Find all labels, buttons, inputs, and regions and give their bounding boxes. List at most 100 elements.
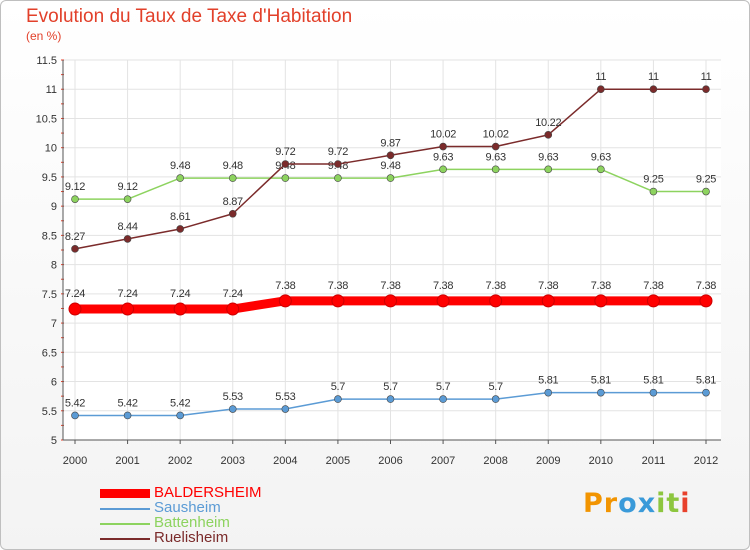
data-point [68, 302, 82, 316]
data-point [121, 302, 135, 316]
y-tick-label: 7.5 [42, 289, 57, 301]
data-label: 7.38 [591, 280, 611, 292]
data-label: 7.38 [486, 280, 506, 292]
data-point [597, 388, 605, 397]
x-tick-label: 2007 [431, 455, 455, 467]
legend-swatch [100, 489, 150, 498]
logo-letter: t [666, 488, 681, 519]
data-point [646, 294, 660, 308]
x-tick-label: 2003 [221, 455, 245, 467]
data-point [386, 174, 395, 182]
data-point [123, 195, 132, 203]
data-label: 5.53 [223, 391, 243, 403]
series-battenheim: 9.129.129.489.489.489.489.489.639.639.63… [65, 151, 717, 203]
data-point [436, 294, 450, 308]
data-label: 9.25 [696, 174, 716, 186]
legend-swatch [100, 523, 150, 525]
y-tick-label: 6.5 [42, 347, 57, 359]
data-label: 9.72 [275, 146, 295, 158]
data-point [228, 209, 237, 218]
x-tick-label: 2012 [694, 455, 718, 467]
data-point [489, 294, 503, 308]
data-point [173, 302, 187, 316]
chart-unit: (en %) [26, 29, 62, 43]
data-point [544, 388, 553, 397]
x-tick-label: 2009 [536, 455, 560, 467]
data-label: 7.24 [223, 288, 243, 300]
data-label: 7.38 [643, 280, 663, 292]
data-point [176, 174, 184, 182]
data-label: 9.63 [486, 151, 506, 163]
y-tick-label: 11 [46, 84, 57, 96]
data-label: 7.38 [275, 280, 295, 292]
y-tick-label: 10.5 [36, 113, 57, 125]
data-point [702, 187, 710, 196]
x-tick-label: 2008 [483, 455, 507, 467]
data-label: 11 [648, 71, 659, 83]
data-label: 10.02 [430, 129, 456, 141]
data-point [226, 302, 240, 316]
y-tick-label: 8 [51, 260, 57, 272]
data-point [439, 165, 447, 174]
data-label: 5.81 [538, 375, 558, 387]
x-tick-label: 2010 [589, 455, 613, 467]
data-label: 5.81 [643, 375, 663, 387]
data-point [71, 245, 79, 253]
data-label: 9.12 [65, 181, 85, 193]
data-point [384, 294, 397, 308]
data-point [71, 195, 79, 203]
data-label: 8.27 [65, 231, 85, 243]
data-label: 9.63 [591, 151, 611, 163]
data-label: 8.61 [170, 211, 190, 223]
data-point [176, 411, 184, 420]
chart-title: Evolution du Taux de Taxe d'Habitation [26, 6, 353, 27]
series-baldersheim: 7.24 7.24 7.24 7.24 7.38 7.38 7.38 7.38 7.38 7.38… [65, 280, 717, 316]
data-point [123, 411, 132, 420]
data-label: 9.63 [538, 151, 558, 163]
legend-label: Sausheim [154, 499, 221, 516]
data-label: 5.7 [488, 381, 503, 393]
x-tick-label: 2005 [326, 455, 350, 467]
data-point [281, 405, 290, 413]
y-tick-label: 9 [51, 201, 57, 213]
y-tick-label: 5 [51, 435, 57, 447]
data-label: 7.24 [170, 288, 190, 300]
y-tick-label: 6 [51, 377, 57, 389]
data-label: 10.22 [535, 117, 561, 129]
data-label: 9.48 [170, 160, 190, 172]
proxiti-logo: Proxiti [583, 488, 691, 519]
x-tick-label: 2004 [273, 455, 297, 467]
series-ruelisheim: 8.27 8.44 8.61 8.87 9.72 9.72 9.87 10.02 10.02 10… [65, 71, 712, 253]
data-label: 9.63 [433, 151, 453, 163]
x-tick-label: 2001 [115, 455, 139, 467]
logo-letter: P [583, 488, 604, 519]
y-tick-label: 5.5 [42, 406, 57, 418]
data-label: 5.7 [331, 381, 346, 393]
data-label: 5.42 [65, 397, 85, 409]
data-label: 7.38 [380, 280, 400, 292]
data-label: 5.7 [436, 381, 451, 393]
data-label: 9.25 [643, 174, 663, 186]
data-point [649, 187, 658, 196]
data-point [597, 165, 605, 174]
data-label: 7.24 [117, 288, 137, 300]
series-sausheim: 5.42 5.42 5.42 5.53 5.53 5.7 5.7 5.7 5.7 5.81 5.81… [65, 375, 717, 420]
legend-label: Ruelisheim [154, 529, 229, 546]
data-point [491, 165, 500, 174]
data-point [649, 85, 658, 94]
logo-letter: x [637, 488, 657, 519]
logo-letter: o [618, 488, 638, 519]
legend-label: BALDERSHEIM [154, 484, 262, 501]
data-point [176, 225, 184, 233]
data-label: 9.12 [117, 181, 137, 193]
data-point [702, 388, 710, 397]
data-label: 5.42 [117, 397, 137, 409]
y-tick-label: 11.5 [36, 55, 57, 67]
data-label: 8.87 [223, 196, 243, 208]
data-label: 7.38 [328, 280, 348, 292]
data-label: 10.02 [483, 129, 509, 141]
data-label: 9.72 [328, 146, 348, 158]
data-point [491, 395, 500, 403]
data-point [386, 395, 395, 403]
